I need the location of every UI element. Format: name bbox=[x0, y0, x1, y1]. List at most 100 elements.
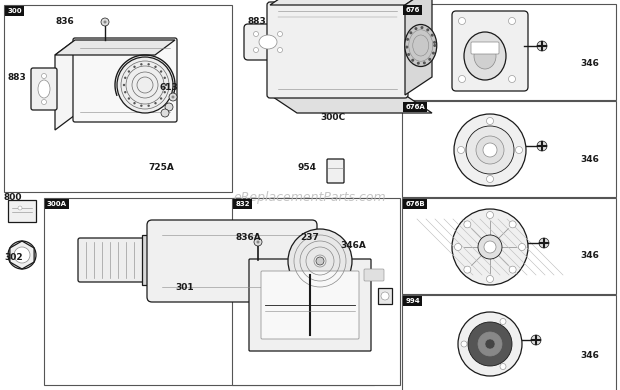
Text: 346: 346 bbox=[580, 156, 599, 165]
Bar bbox=[402, 295, 616, 390]
Polygon shape bbox=[55, 40, 175, 55]
Circle shape bbox=[484, 241, 496, 253]
Bar bbox=[403, 102, 427, 112]
Circle shape bbox=[288, 229, 352, 293]
Bar bbox=[402, 198, 616, 294]
Circle shape bbox=[278, 32, 283, 37]
Text: 954: 954 bbox=[298, 163, 317, 172]
FancyBboxPatch shape bbox=[147, 220, 317, 302]
Circle shape bbox=[407, 53, 410, 56]
Text: 237: 237 bbox=[300, 234, 319, 243]
Circle shape bbox=[459, 18, 466, 25]
Text: 800: 800 bbox=[4, 193, 22, 202]
Text: 836: 836 bbox=[55, 18, 74, 27]
Circle shape bbox=[165, 103, 173, 111]
Circle shape bbox=[160, 70, 162, 73]
Polygon shape bbox=[405, 0, 432, 95]
Circle shape bbox=[42, 99, 46, 105]
Circle shape bbox=[148, 63, 150, 66]
Circle shape bbox=[476, 136, 504, 164]
Text: 346: 346 bbox=[580, 250, 599, 259]
Bar bbox=[378, 288, 392, 304]
Circle shape bbox=[466, 126, 514, 174]
Circle shape bbox=[459, 76, 466, 83]
FancyBboxPatch shape bbox=[73, 38, 177, 122]
Circle shape bbox=[169, 93, 177, 101]
Circle shape bbox=[160, 97, 162, 100]
Text: 676: 676 bbox=[405, 7, 420, 13]
Circle shape bbox=[124, 76, 126, 79]
FancyBboxPatch shape bbox=[364, 269, 384, 281]
Circle shape bbox=[18, 206, 22, 210]
Circle shape bbox=[405, 46, 409, 49]
Bar bbox=[403, 296, 422, 306]
Circle shape bbox=[161, 109, 169, 117]
Circle shape bbox=[483, 143, 497, 157]
Circle shape bbox=[464, 221, 471, 228]
Circle shape bbox=[278, 48, 283, 53]
Circle shape bbox=[133, 66, 136, 68]
Bar bbox=[142, 235, 152, 285]
Circle shape bbox=[500, 363, 506, 369]
Circle shape bbox=[518, 243, 526, 250]
Circle shape bbox=[509, 266, 516, 273]
Ellipse shape bbox=[38, 80, 50, 98]
Circle shape bbox=[433, 44, 436, 47]
Text: 300C: 300C bbox=[320, 113, 345, 122]
Circle shape bbox=[123, 84, 125, 86]
Circle shape bbox=[458, 312, 522, 376]
Circle shape bbox=[165, 84, 167, 86]
Circle shape bbox=[537, 41, 547, 51]
Text: 613: 613 bbox=[160, 83, 179, 92]
Circle shape bbox=[432, 51, 435, 55]
Circle shape bbox=[478, 332, 502, 356]
Circle shape bbox=[406, 38, 409, 41]
Bar bbox=[403, 199, 427, 209]
Circle shape bbox=[531, 335, 541, 345]
Bar bbox=[5, 6, 24, 16]
Circle shape bbox=[101, 18, 109, 26]
Circle shape bbox=[420, 26, 423, 29]
Circle shape bbox=[500, 319, 506, 324]
Text: 676A: 676A bbox=[405, 104, 425, 110]
FancyBboxPatch shape bbox=[267, 2, 408, 98]
Text: 832: 832 bbox=[235, 201, 250, 207]
Circle shape bbox=[414, 27, 417, 30]
Bar bbox=[402, 101, 616, 197]
Circle shape bbox=[485, 339, 495, 349]
Circle shape bbox=[539, 238, 549, 248]
Bar bbox=[232, 198, 400, 385]
Circle shape bbox=[509, 221, 516, 228]
Circle shape bbox=[381, 292, 389, 300]
Circle shape bbox=[148, 105, 150, 107]
Circle shape bbox=[411, 59, 414, 62]
Circle shape bbox=[508, 76, 515, 83]
Circle shape bbox=[257, 241, 260, 243]
Circle shape bbox=[454, 243, 461, 250]
Bar bbox=[403, 5, 422, 15]
FancyBboxPatch shape bbox=[327, 159, 344, 183]
Circle shape bbox=[140, 63, 143, 66]
Circle shape bbox=[172, 96, 174, 99]
Circle shape bbox=[428, 58, 432, 61]
Circle shape bbox=[487, 275, 494, 282]
Circle shape bbox=[254, 48, 259, 53]
Text: 883: 883 bbox=[8, 73, 27, 83]
Circle shape bbox=[458, 147, 464, 154]
Circle shape bbox=[164, 91, 166, 93]
Circle shape bbox=[254, 238, 262, 246]
Circle shape bbox=[452, 209, 528, 285]
Circle shape bbox=[164, 76, 166, 79]
FancyBboxPatch shape bbox=[261, 271, 359, 339]
Text: 301: 301 bbox=[175, 284, 193, 292]
Circle shape bbox=[128, 70, 130, 73]
Text: eReplacementParts.com: eReplacementParts.com bbox=[234, 191, 386, 204]
Bar bbox=[402, 4, 616, 100]
Circle shape bbox=[464, 266, 471, 273]
Circle shape bbox=[423, 61, 426, 64]
Circle shape bbox=[124, 91, 126, 93]
FancyBboxPatch shape bbox=[249, 259, 371, 351]
Text: 300A: 300A bbox=[47, 201, 67, 207]
Circle shape bbox=[409, 31, 412, 34]
Circle shape bbox=[431, 34, 434, 37]
